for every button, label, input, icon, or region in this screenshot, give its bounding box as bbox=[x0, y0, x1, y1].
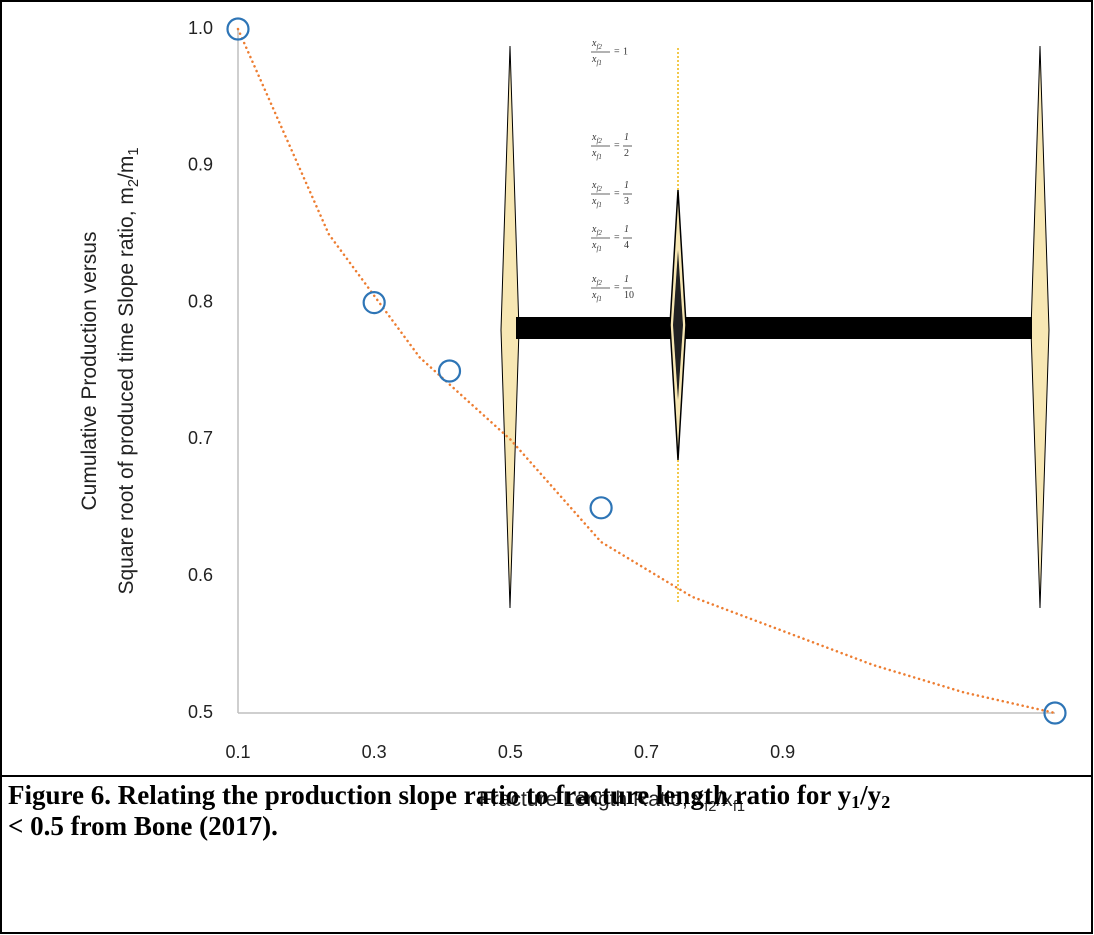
subscript: f2 bbox=[596, 279, 602, 287]
left-spindle bbox=[500, 45, 520, 609]
center-spindle-core bbox=[673, 250, 683, 400]
subscript: 1 bbox=[126, 147, 142, 155]
subscript: f2 bbox=[704, 799, 716, 815]
ratio-value-numerator: 1 bbox=[624, 274, 629, 285]
label-text: x bbox=[591, 240, 597, 251]
y-tick-label: 1.0 bbox=[188, 18, 213, 38]
subscript: f1 bbox=[596, 59, 601, 67]
trend-line bbox=[236, 27, 1057, 715]
label-text: 1 bbox=[624, 274, 629, 285]
inset-diagram bbox=[500, 45, 1050, 609]
data-point bbox=[437, 359, 462, 383]
subscript: f2 bbox=[596, 229, 602, 237]
equals: = bbox=[614, 140, 620, 151]
label-text: 10 bbox=[624, 290, 634, 301]
caption-line: Figure 6. Relating the production slope … bbox=[8, 780, 1088, 811]
x-tick-label: 0.7 bbox=[634, 742, 659, 762]
ratio-denominator: xf1 bbox=[591, 148, 602, 160]
right-spindle bbox=[1030, 45, 1050, 609]
label-text: x bbox=[591, 224, 597, 235]
y-tick-label: 0.8 bbox=[188, 291, 213, 311]
subscript: f1 bbox=[596, 153, 601, 161]
ratio-numerator: xf2 bbox=[591, 274, 602, 286]
subscript: f2 bbox=[596, 185, 602, 193]
label-text: x bbox=[591, 132, 597, 143]
subscript: f2 bbox=[596, 137, 602, 145]
subscript: 2 bbox=[881, 792, 891, 812]
caption-line: < 0.5 from Bone (2017). bbox=[8, 811, 278, 841]
y-axis-title: Cumulative Production versus bbox=[78, 232, 101, 511]
data-point bbox=[1043, 701, 1067, 725]
equals: = bbox=[614, 282, 620, 293]
x-tick-label: 0.1 bbox=[225, 742, 250, 762]
label-text: Cumulative Production versus bbox=[78, 232, 101, 511]
subscript: f1 bbox=[596, 295, 601, 303]
subscript: f1 bbox=[596, 245, 601, 253]
ratio-value-denominator: 4 bbox=[624, 240, 629, 251]
ratio-value-numerator: 1 bbox=[624, 180, 629, 191]
subscript: f2 bbox=[596, 43, 602, 51]
ratio-denominator: xf1 bbox=[591, 54, 602, 66]
x-tick-label: 0.3 bbox=[362, 742, 387, 762]
fracture-bar bbox=[516, 317, 1032, 339]
ratio-denominator: xf1 bbox=[591, 196, 602, 208]
label-text: 1 bbox=[624, 180, 629, 191]
ratio-value-denominator: 2 bbox=[624, 148, 629, 159]
ratio-numerator: xf2 bbox=[591, 38, 602, 50]
label-text: x bbox=[591, 274, 597, 285]
label-text: /x bbox=[716, 788, 733, 811]
figure-caption: Figure 6. Relating the production slope … bbox=[8, 780, 1088, 842]
x-axis-title: Fracture Length Ratio, xf2/xf1 bbox=[479, 788, 745, 815]
ratio-numerator: xf2 bbox=[591, 224, 602, 236]
label-text: Fracture Length Ratio, x bbox=[479, 788, 705, 811]
caption-text: /y bbox=[860, 780, 882, 810]
equals: = bbox=[614, 232, 620, 243]
label-text: /m bbox=[115, 156, 138, 179]
y-tick-label: 0.9 bbox=[188, 155, 213, 175]
label-text: x bbox=[591, 54, 597, 65]
data-point bbox=[589, 496, 613, 520]
ratio-denominator: xf1 bbox=[591, 290, 602, 302]
subscript: f1 bbox=[596, 201, 601, 209]
data-point bbox=[362, 291, 386, 315]
label-text: x bbox=[591, 38, 597, 49]
x-tick-label: 0.5 bbox=[498, 742, 523, 762]
label-text: x bbox=[591, 180, 597, 191]
label-text: Square root of produced time Slope ratio… bbox=[115, 187, 138, 594]
y-tick-label: 0.5 bbox=[188, 702, 213, 722]
label-text: x bbox=[591, 196, 597, 207]
ratio-value-denominator: 10 bbox=[624, 290, 634, 301]
label-text: 3 bbox=[624, 196, 629, 207]
equals: = bbox=[614, 46, 620, 57]
label-text: x bbox=[591, 148, 597, 159]
equals: = bbox=[614, 188, 620, 199]
label-text: x bbox=[591, 290, 597, 301]
x-tick-label: 0.9 bbox=[770, 742, 795, 762]
ratio-value-numerator: 1 bbox=[624, 224, 629, 235]
ratio-value-denominator: 3 bbox=[624, 196, 629, 207]
ratio-numerator: xf2 bbox=[591, 180, 602, 192]
subscript: f1 bbox=[733, 799, 745, 815]
label-text: 4 bbox=[624, 240, 629, 251]
ratio-numerator: xf2 bbox=[591, 132, 602, 144]
subscript: 1 bbox=[851, 792, 861, 812]
caption-text: Figure 6. Relating the production slope … bbox=[8, 780, 852, 810]
y-tick-label: 0.6 bbox=[188, 565, 213, 585]
label-text: 1 bbox=[624, 224, 629, 235]
data-point bbox=[226, 17, 250, 41]
y-axis-title: Square root of produced time Slope ratio… bbox=[115, 147, 142, 594]
ratio-denominator: xf1 bbox=[591, 240, 602, 252]
ratio-value: 1 bbox=[623, 46, 628, 57]
y-tick-label: 0.7 bbox=[188, 428, 213, 448]
subscript: 2 bbox=[126, 179, 142, 187]
ratio-value-numerator: 1 bbox=[624, 132, 629, 143]
label-text: 2 bbox=[624, 148, 629, 159]
label-text: 1 bbox=[624, 132, 629, 143]
